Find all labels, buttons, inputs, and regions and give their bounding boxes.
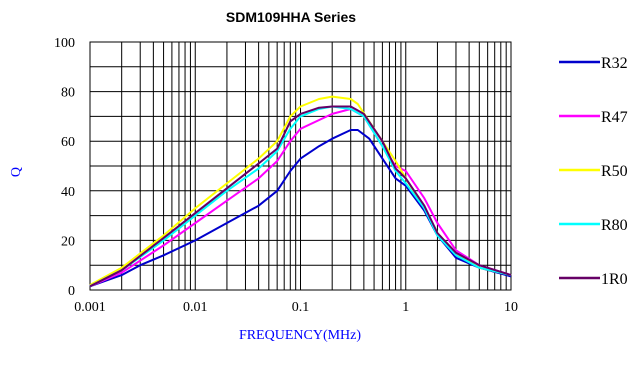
x-tick-label: 10	[504, 300, 518, 315]
legend-label-r50: R50	[601, 163, 628, 180]
plot-frame	[89, 41, 512, 291]
series-line-r47	[89, 108, 512, 288]
legend-label-1r0: 1R0	[601, 271, 628, 288]
x-tick-label: 0.1	[292, 300, 310, 315]
x-tick-label: 0.01	[183, 300, 208, 315]
y-tick-label: 40	[61, 185, 75, 200]
y-tick-label: 0	[68, 284, 75, 299]
y-axis-label: Q	[9, 167, 24, 177]
y-tick-labels: 0 20 40 60 80 100	[54, 36, 75, 299]
x-tick-label: 0.001	[74, 300, 106, 315]
legend-label-r47: R47	[601, 109, 628, 126]
legend-label-r80: R80	[601, 217, 628, 234]
chart-title: SDM109HHA Series	[226, 9, 356, 25]
legend: R32 R47 R50 R80 1R0	[559, 55, 628, 288]
y-tick-label: 20	[61, 234, 75, 249]
x-tick-labels: 0.001 0.01 0.1 1 10	[74, 300, 518, 315]
series-lines	[89, 95, 512, 288]
y-tick-label: 60	[61, 135, 75, 150]
x-axis-label: FREQUENCY(MHz)	[239, 328, 361, 343]
x-tick-label: 1	[402, 300, 409, 315]
y-tick-label: 100	[54, 36, 75, 51]
legend-label-r32: R32	[601, 55, 628, 72]
series-line-1r0	[89, 105, 512, 288]
y-tick-label: 80	[61, 86, 75, 101]
